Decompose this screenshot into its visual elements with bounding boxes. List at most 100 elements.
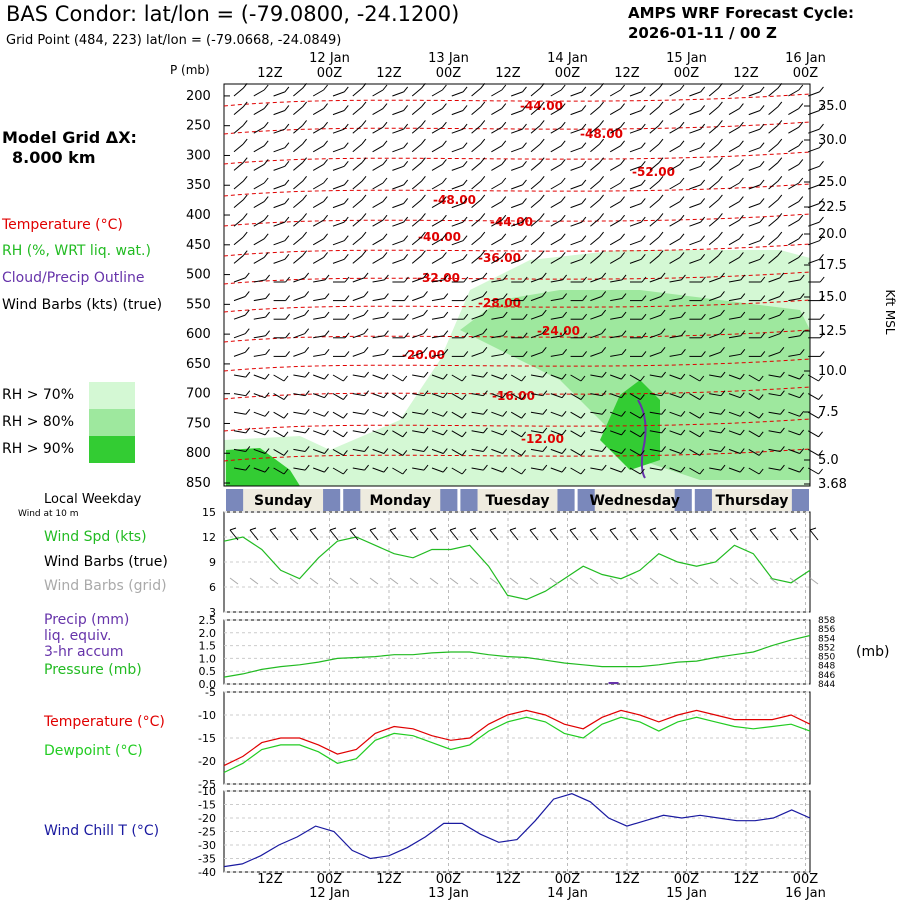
wind-barb-flag [461,394,467,400]
wind-barb [728,89,740,97]
wind-barb-flag [679,103,685,109]
height-tick-label: 15.0 [818,290,847,305]
isotherm-label: -52.00 [632,165,675,179]
wind-barb-flag [402,431,408,438]
wind-barb [352,277,365,283]
wind-barb [451,374,463,382]
wind-barb [352,296,365,302]
wind-barb-flag [718,250,723,256]
wind-barb [471,143,482,153]
weekday-band-highlight [711,489,792,511]
wind-barb-flag [522,295,528,301]
wind-barb [253,256,265,264]
wind-barb [610,279,623,283]
wind-barb [629,147,642,153]
wind-barb-flag [324,466,329,473]
wind-barb [649,218,660,227]
wind-barb [352,430,365,434]
time-axis-top-hour: 00Z [317,66,343,81]
wind-speed-line [223,536,811,601]
wind-barb [590,430,603,434]
wind-barb [491,201,503,209]
wind-barb [768,296,781,302]
wind-barb-flag [581,235,587,242]
wind-barb [768,236,779,246]
precip-panel-tick-label: 1.5 [199,640,217,653]
wind-barb [629,184,642,190]
wind-barb-flag [777,250,783,256]
wind-barb-flag [561,448,567,454]
wind-barb-flag [245,446,251,452]
wind-barb [412,448,425,452]
wind-barb-flag [798,177,804,184]
surface-wind-barb-flag [769,527,777,531]
surface-wind-barb [629,529,639,541]
wind-barb [530,255,541,264]
wind-barb [550,448,563,454]
wind-barb [392,203,404,209]
wind-barb [471,467,484,471]
wind-barb-flag [480,82,486,89]
wind-barb [471,430,484,434]
wind-barb-flag [681,293,686,299]
wind-barb [491,411,503,417]
wind-barb [728,219,740,227]
wind-barb-flag [561,429,567,436]
wind-barb-flag [542,446,548,452]
wind-barb [669,430,682,436]
grid-wind-barb [589,577,599,585]
wind-barb-flag [539,175,545,182]
wind-barb-flag [423,446,429,452]
wind-barb [392,221,404,227]
wind-barb [491,219,503,227]
wind-barb-flag [480,175,486,182]
wind-barb [748,240,761,246]
wind-barb [689,393,701,401]
wind-barb [708,180,719,190]
grid-wind-barb [349,577,359,585]
wind-barb [392,165,404,171]
wind-barb-flag [539,138,545,145]
wind-barb-flag [720,446,726,452]
wind-barb [768,87,779,97]
wind-barb-flag [720,371,726,378]
wind-barb [550,335,563,339]
wind-barb-flag [343,431,348,438]
wind-barb-flag [541,328,547,335]
wind-barb [392,374,404,382]
wind-barb [293,393,306,397]
wind-barb-flag [302,101,307,108]
wind-barb-flag [798,214,804,221]
wind-barb-flag [679,233,685,240]
wind-barb-flag [601,390,607,396]
wind-barb [352,125,363,134]
wind-barb [689,128,701,134]
wind-barb-flag [680,410,686,417]
wind-barb [372,201,384,209]
wind-barb-flag [463,351,469,357]
wind-barb-flag [582,332,587,339]
wind-barb [768,467,781,471]
wind-barb [609,163,621,171]
wind-barb [352,448,365,452]
wind-barb-flag [739,373,745,380]
wind-barb-flag [581,253,587,260]
wind-barb-flag [443,330,449,337]
wind-barb-flag [799,293,805,299]
surface-wind-barb [729,529,739,541]
wind-barb-flag [404,276,409,283]
wind-barb [253,430,266,436]
wind-barb [471,218,482,227]
wind-barb [550,89,562,97]
wind-barb-flag [245,427,251,434]
wind-barb-flag [304,464,310,471]
wind-barb [748,258,761,264]
wind-barb-flag [382,84,388,91]
wind-barb [689,374,701,382]
wind-barb [253,201,265,209]
wind-barb-flag [780,464,785,471]
wind-barb [293,277,305,283]
legend-dewpoint: Dewpoint (°C) [44,743,143,759]
wind-barb-flag [777,213,783,219]
wind-barb-flag [502,349,508,355]
